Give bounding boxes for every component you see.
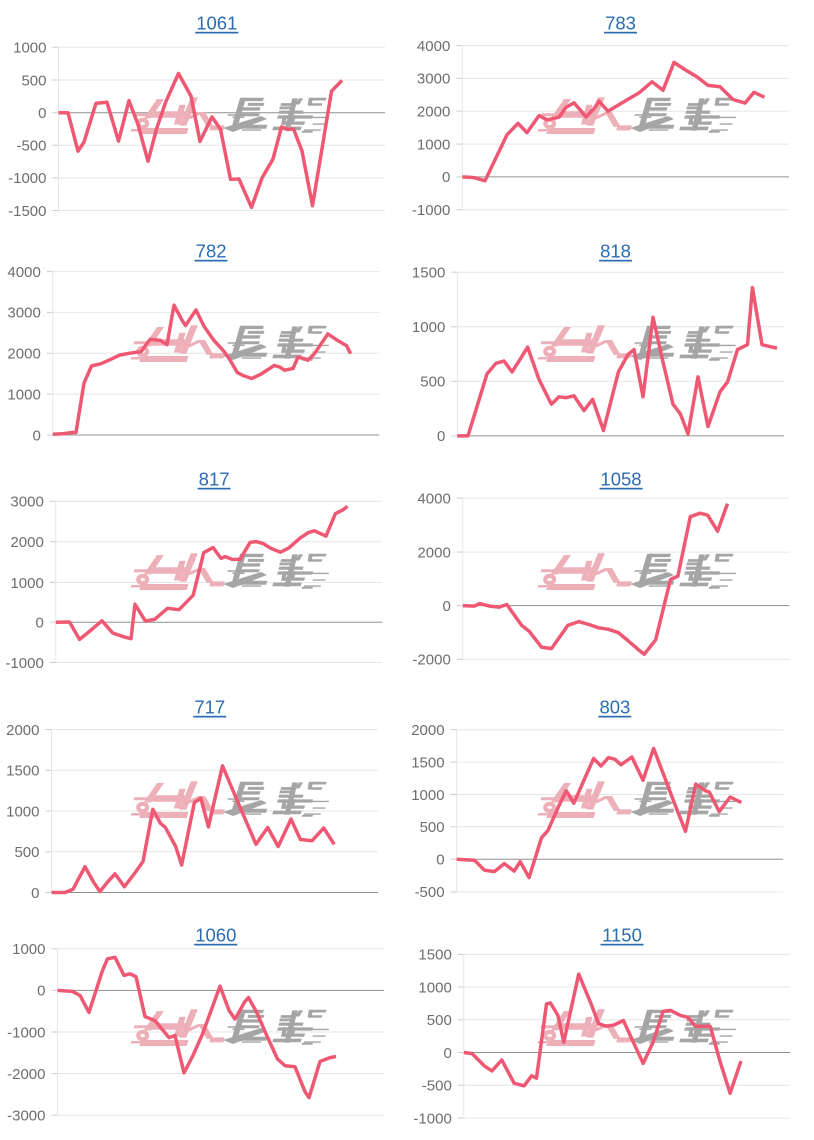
svg-text:0: 0 (443, 1045, 451, 1062)
svg-text:1500: 1500 (6, 763, 39, 780)
svg-text:1500: 1500 (418, 947, 451, 964)
svg-text:4000: 4000 (417, 490, 450, 507)
svg-text:1061: 1061 (196, 13, 237, 34)
svg-text:500: 500 (21, 72, 46, 89)
svg-text:-1000: -1000 (412, 202, 450, 219)
svg-text:817: 817 (199, 469, 230, 490)
svg-text:783: 783 (605, 13, 636, 34)
svg-text:0: 0 (32, 427, 40, 444)
svg-text:3000: 3000 (7, 305, 40, 322)
svg-text:803: 803 (599, 697, 630, 718)
svg-text:4000: 4000 (417, 38, 450, 55)
svg-text:1000: 1000 (12, 941, 45, 958)
svg-text:1000: 1000 (13, 40, 46, 57)
svg-text:-1000: -1000 (7, 1024, 45, 1041)
svg-text:818: 818 (600, 241, 631, 262)
svg-text:1150: 1150 (602, 925, 642, 946)
svg-text:-2000: -2000 (412, 652, 450, 669)
svg-text:0: 0 (37, 983, 45, 1000)
svg-text:500: 500 (14, 844, 39, 861)
svg-text:3000: 3000 (417, 71, 450, 88)
svg-text:500: 500 (427, 1012, 452, 1029)
svg-text:1058: 1058 (600, 469, 641, 490)
svg-text:0: 0 (437, 428, 445, 445)
svg-text:-500: -500 (16, 138, 46, 155)
svg-text:0: 0 (38, 105, 46, 122)
svg-text:2000: 2000 (411, 722, 444, 739)
svg-text:500: 500 (420, 374, 445, 391)
svg-text:-500: -500 (415, 884, 445, 901)
svg-text:3000: 3000 (10, 494, 43, 511)
svg-text:1000: 1000 (412, 319, 445, 336)
svg-text:-3000: -3000 (7, 1108, 45, 1125)
svg-text:-2000: -2000 (7, 1066, 45, 1083)
svg-text:1500: 1500 (412, 265, 445, 282)
svg-text:-500: -500 (422, 1078, 452, 1095)
svg-text:4000: 4000 (7, 264, 40, 281)
svg-text:-1000: -1000 (8, 170, 46, 187)
svg-text:1000: 1000 (7, 386, 40, 403)
svg-text:2000: 2000 (10, 534, 43, 551)
svg-text:2000: 2000 (7, 346, 40, 363)
svg-text:2000: 2000 (6, 722, 39, 739)
svg-text:1060: 1060 (195, 925, 236, 946)
svg-text:500: 500 (420, 819, 445, 836)
svg-text:-1500: -1500 (8, 203, 46, 220)
svg-text:1000: 1000 (418, 979, 451, 996)
svg-text:2000: 2000 (417, 544, 450, 561)
svg-text:1000: 1000 (417, 136, 450, 153)
svg-text:1000: 1000 (10, 575, 43, 592)
svg-text:-1000: -1000 (5, 655, 43, 672)
svg-text:0: 0 (442, 169, 450, 186)
svg-text:0: 0 (442, 598, 450, 615)
svg-text:1000: 1000 (6, 803, 39, 820)
svg-text:2000: 2000 (417, 104, 450, 121)
svg-text:0: 0 (31, 885, 39, 902)
svg-text:-1000: -1000 (413, 1110, 451, 1127)
svg-text:782: 782 (196, 241, 227, 262)
svg-text:717: 717 (194, 697, 225, 718)
svg-text:1500: 1500 (411, 754, 444, 771)
svg-text:0: 0 (35, 615, 43, 632)
svg-text:1000: 1000 (411, 787, 444, 804)
svg-text:0: 0 (436, 852, 444, 869)
